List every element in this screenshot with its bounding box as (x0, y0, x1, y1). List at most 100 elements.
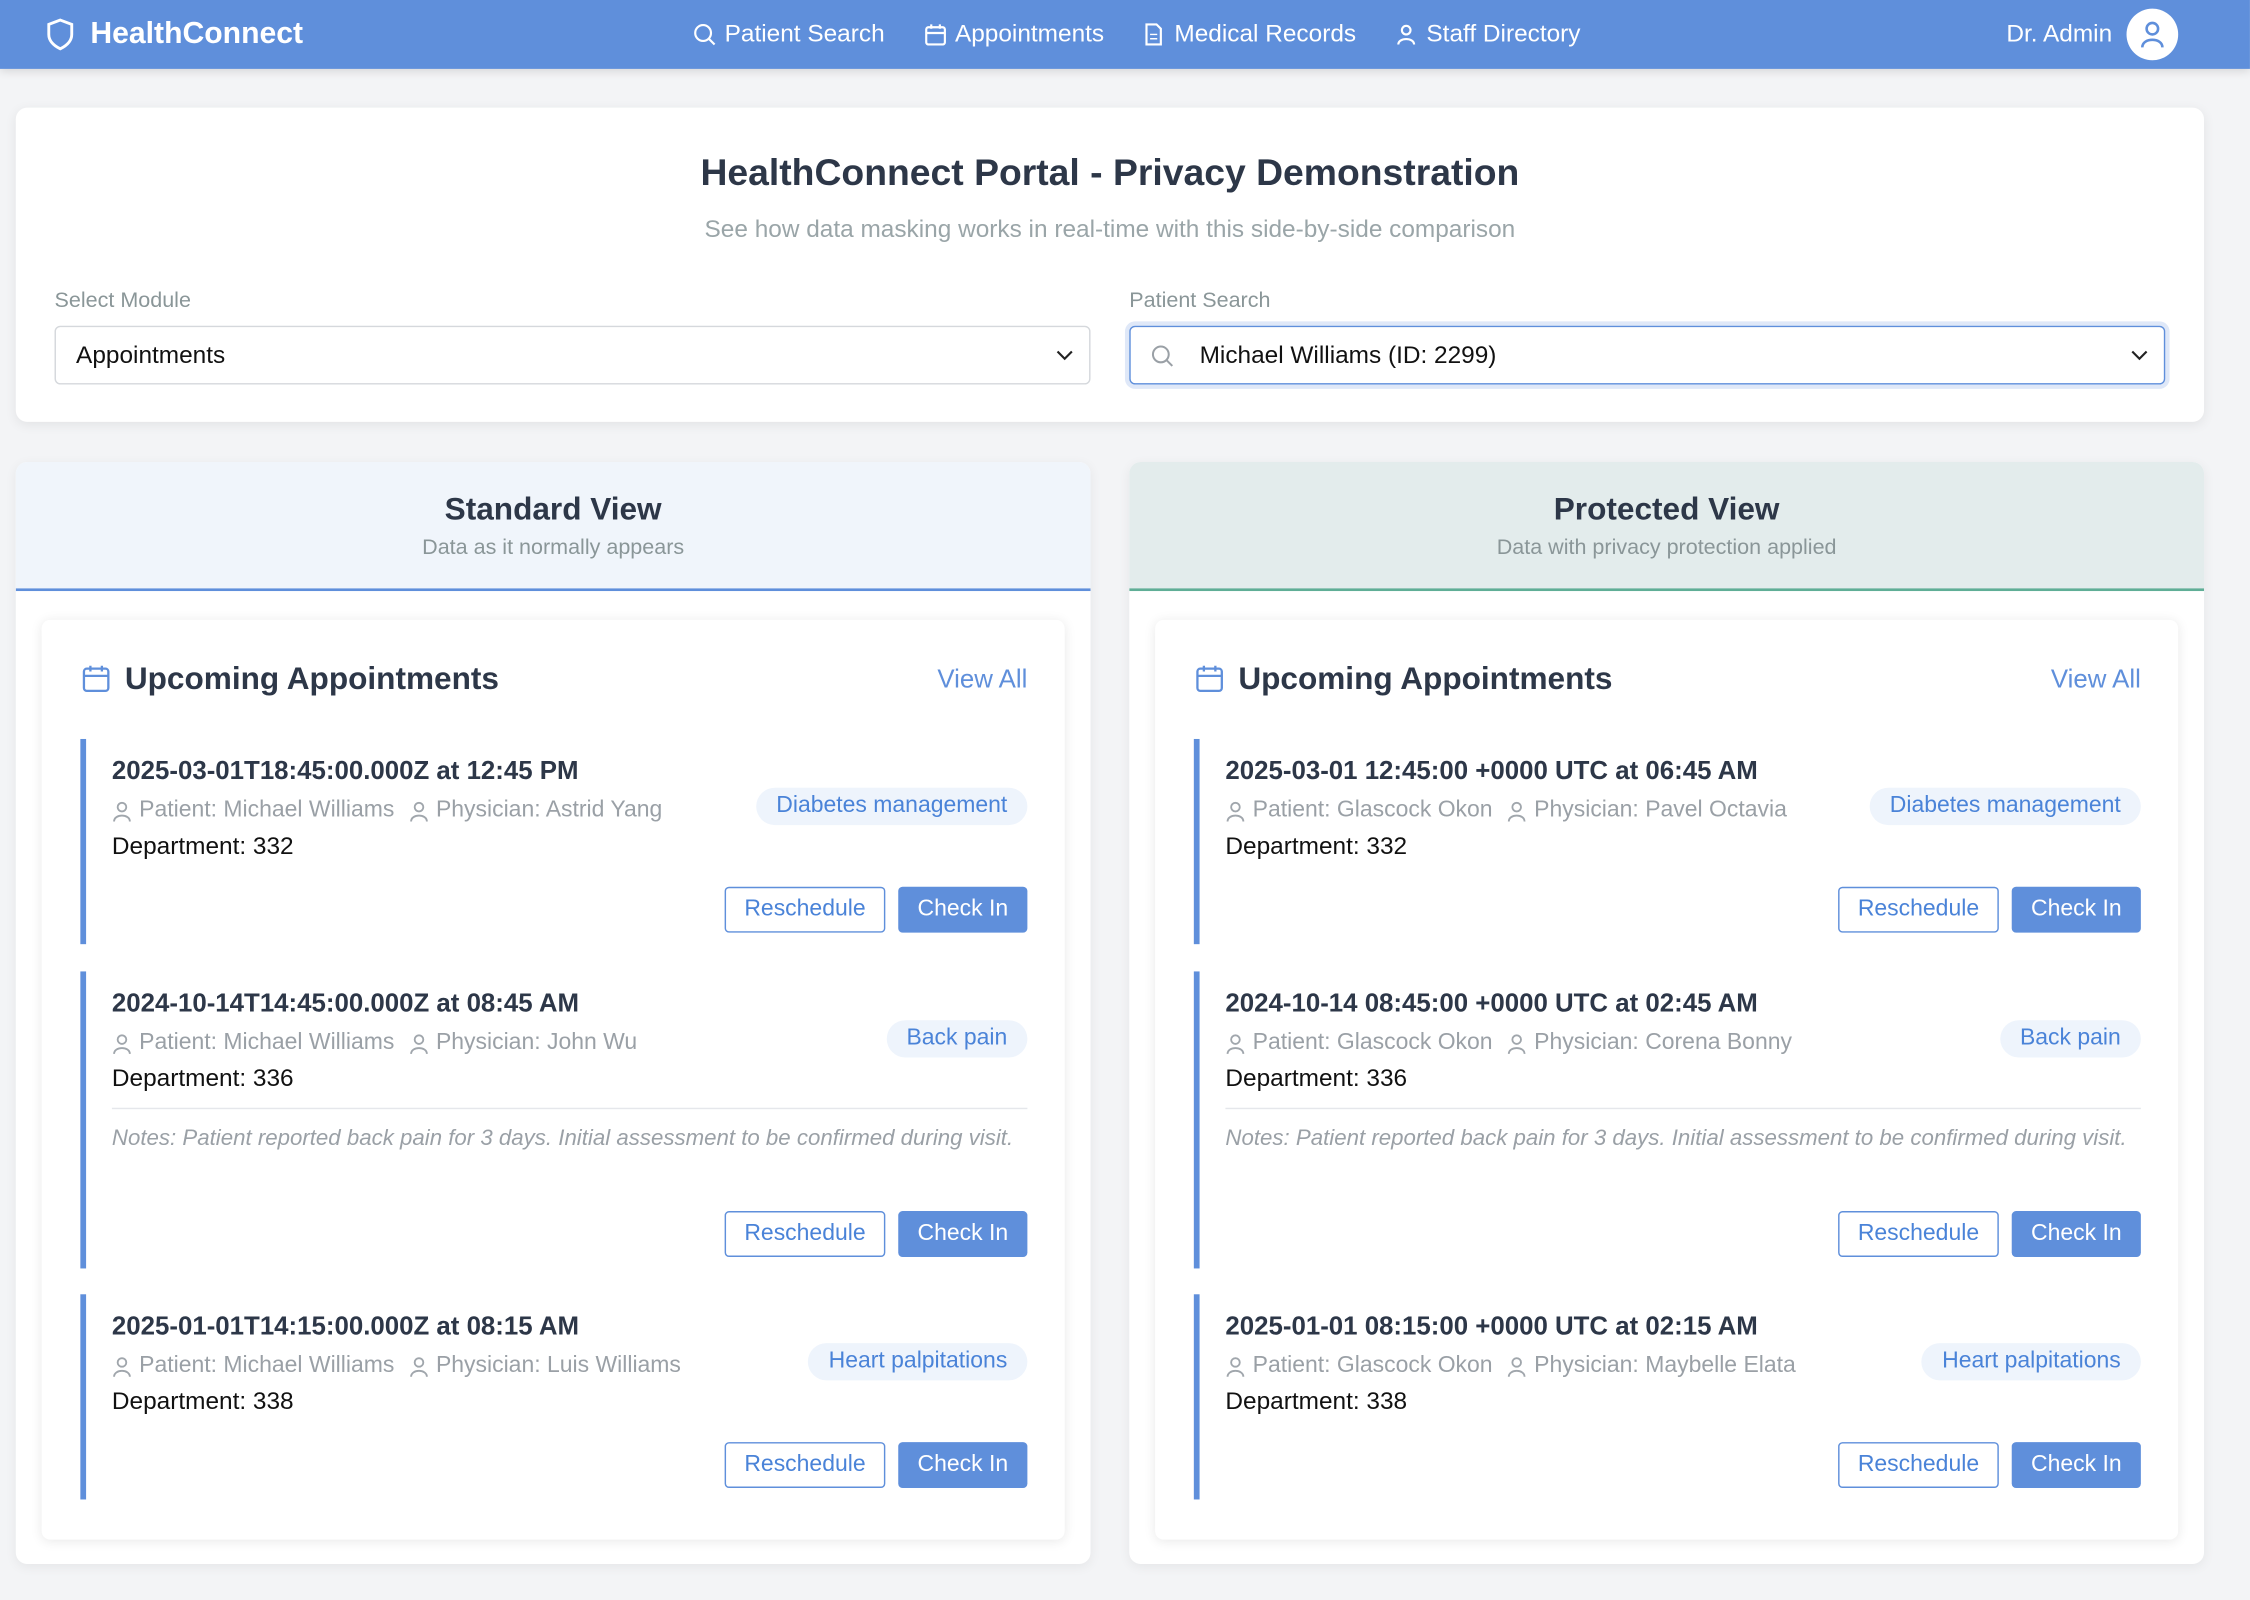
reason-tag: Diabetes management (1869, 787, 2141, 826)
physician-name: Physician: Corena Bonny (1534, 1030, 1792, 1055)
reschedule-button[interactable]: Reschedule (1838, 886, 1999, 933)
chevron-down-icon (2131, 350, 2148, 361)
card-title: Upcoming Appointments (1238, 660, 1613, 696)
appointment-datetime: 2024-10-14T14:45:00.000Z at 08:45 AM (111, 988, 580, 1018)
view-all-link[interactable]: View All (2050, 664, 2141, 694)
appointment-datetime: 2025-03-01T18:45:00.000Z at 12:45 PM (111, 756, 579, 785)
reschedule-button[interactable]: Reschedule (724, 1442, 886, 1488)
panel-subtitle: Data as it normally appears (422, 535, 685, 560)
view-all-link[interactable]: View All (937, 664, 1028, 694)
reason-tag: Heart palpitations (1922, 1343, 2141, 1381)
appointment-notes: Notes: Patient reported back pain for 3 … (1225, 1107, 2141, 1155)
check-in-button[interactable]: Check In (898, 886, 1028, 933)
reschedule-button[interactable]: Reschedule (1838, 1211, 1999, 1257)
physician-info: Physician: John Wu (409, 1030, 637, 1056)
nav-patient-search[interactable]: Patient Search (693, 20, 885, 49)
user-icon (1226, 801, 1245, 821)
patient-search-value: Michael Williams (ID: 2299) (1199, 340, 1497, 369)
user-icon (113, 1033, 131, 1054)
module-value: Appointments (76, 340, 226, 369)
nav-appointments[interactable]: Appointments (923, 20, 1104, 49)
appointment-datetime: 2025-01-01 08:15:00 +0000 UTC at 02:15 A… (1225, 1311, 1758, 1341)
panel-title: Protected View (1553, 490, 1780, 527)
physician-name: Physician: Pavel Octavia (1534, 797, 1787, 823)
user-icon (2141, 21, 2164, 48)
appointment-datetime: 2025-01-01T14:15:00.000Z at 08:15 AM (111, 1311, 580, 1341)
patient-info: Patient: Glascock Okon (1225, 797, 1493, 824)
panel-header: Protected View Data with privacy protect… (1129, 462, 2205, 592)
notes-text: Patient reported back pain for 3 days. I… (1295, 1126, 2127, 1151)
reason-tag: Diabetes management (756, 787, 1028, 826)
reason-tag: Heart palpitations (808, 1343, 1028, 1381)
check-in-button[interactable]: Check In (898, 1442, 1028, 1488)
appointment-item: 2025-03-01 12:45:00 +0000 UTC at 06:45 A… (1193, 738, 2141, 945)
panel-header: Standard View Data as it normally appear… (15, 462, 1091, 592)
patient-info: Patient: Michael Williams (112, 1030, 394, 1056)
physician-name: Physician: Luis Williams (435, 1353, 681, 1378)
user-icon (1508, 1356, 1526, 1377)
panel-subtitle: Data with privacy protection applied (1496, 535, 1837, 560)
module-select[interactable]: Appointments (54, 325, 1091, 385)
notes-label: Notes: (1225, 1126, 1290, 1151)
patient-name: Patient: Michael Williams (139, 797, 395, 823)
document-icon (1146, 23, 1163, 46)
top-navbar: HealthConnect Patient Search Appointment… (0, 0, 2250, 69)
patient-name: Patient: Glascock Okon (1252, 1353, 1493, 1378)
appointment-datetime: 2025-03-01 12:45:00 +0000 UTC at 06:45 A… (1225, 756, 1758, 785)
check-in-button[interactable]: Check In (2011, 886, 2141, 933)
department: Department: 338 (111, 1387, 294, 1415)
patient-info: Patient: Michael Williams (112, 1353, 394, 1379)
nav-label: Staff Directory (1426, 20, 1581, 48)
physician-info: Physician: Luis Williams (409, 1353, 681, 1379)
department: Department: 336 (1225, 1064, 1408, 1092)
user-icon (1226, 1356, 1245, 1377)
patient-search-select[interactable]: Michael Williams (ID: 2299) (1129, 325, 2166, 385)
notes-text: Patient reported back pain for 3 days. I… (182, 1126, 1014, 1151)
module-label: Select Module (54, 288, 191, 313)
calendar-icon (1196, 665, 1223, 693)
avatar[interactable] (2126, 8, 2179, 61)
department: Department: 332 (1225, 832, 1408, 860)
reschedule-button[interactable]: Reschedule (724, 886, 886, 933)
user-icon (1397, 24, 1416, 45)
reschedule-button[interactable]: Reschedule (724, 1211, 886, 1257)
notes-label: Notes: (111, 1126, 177, 1151)
nav-medical-records[interactable]: Medical Records (1143, 20, 1356, 49)
appointments-card: Upcoming Appointments View All 2025-03-0… (1155, 619, 2179, 1540)
appointment-item: 2024-10-14T14:45:00.000Z at 08:45 AM Pat… (80, 971, 1028, 1269)
nav-label: Medical Records (1174, 20, 1357, 48)
department: Department: 336 (111, 1064, 294, 1092)
check-in-button[interactable]: Check In (898, 1211, 1028, 1257)
user-icon (409, 801, 428, 821)
brand-logo[interactable]: HealthConnect (44, 17, 303, 51)
appointment-item: 2025-01-01 08:15:00 +0000 UTC at 02:15 A… (1193, 1294, 2141, 1500)
physician-name: Physician: John Wu (435, 1030, 638, 1055)
user-icon (113, 801, 131, 821)
user-menu[interactable]: Dr. Admin (2006, 8, 2179, 61)
appointment-datetime: 2024-10-14 08:45:00 +0000 UTC at 02:45 A… (1225, 988, 1758, 1018)
nav-staff-directory[interactable]: Staff Directory (1395, 20, 1581, 49)
calendar-icon (82, 665, 110, 693)
patient-name: Patient: Michael Williams (139, 1030, 395, 1055)
page-title: HealthConnect Portal - Privacy Demonstra… (700, 150, 1520, 194)
user-icon (1226, 1033, 1245, 1054)
appointment-item: 2024-10-14 08:45:00 +0000 UTC at 02:45 A… (1193, 971, 2141, 1269)
check-in-button[interactable]: Check In (2011, 1211, 2141, 1257)
physician-info: Physician: Corena Bonny (1507, 1030, 1792, 1056)
check-in-button[interactable]: Check In (2011, 1442, 2141, 1488)
view-panel: Protected View Data with privacy protect… (1129, 462, 2205, 1565)
panel-title: Standard View (444, 490, 662, 527)
intro-card: HealthConnect Portal - Privacy Demonstra… (15, 107, 2205, 422)
patient-info: Patient: Michael Williams (112, 798, 394, 824)
patient-info: Patient: Glascock Okon (1225, 1353, 1493, 1379)
appointments-card: Upcoming Appointments View All 2025-03-0… (41, 619, 1065, 1540)
patient-name: Patient: Michael Williams (139, 1353, 395, 1378)
page-subtitle: See how data masking works in real-time … (704, 215, 1516, 243)
reschedule-button[interactable]: Reschedule (1838, 1442, 1999, 1488)
brand-name: HealthConnect (90, 17, 304, 51)
physician-name: Physician: Astrid Yang (435, 797, 663, 823)
physician-info: Physician: Pavel Octavia (1507, 798, 1787, 824)
patient-name: Patient: Glascock Okon (1252, 797, 1493, 823)
appointment-item: 2025-01-01T14:15:00.000Z at 08:15 AM Pat… (80, 1294, 1028, 1500)
department: Department: 332 (111, 832, 294, 860)
